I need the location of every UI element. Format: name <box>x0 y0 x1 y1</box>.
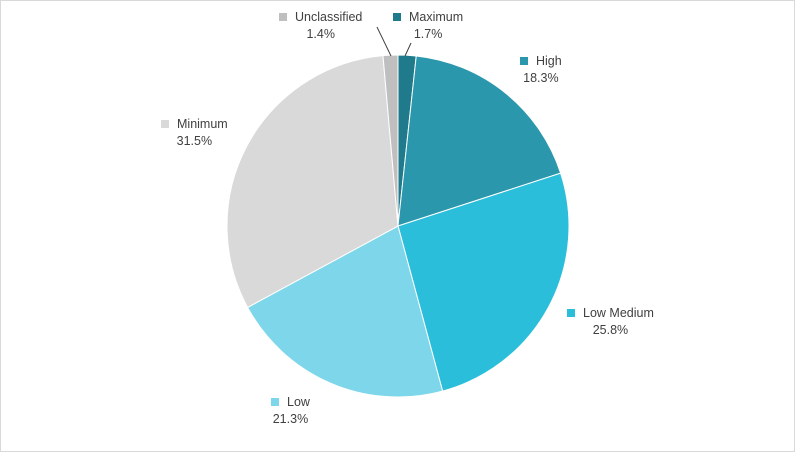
key-low <box>271 398 279 406</box>
key-minimum <box>161 120 169 128</box>
slice-low-medium <box>397 172 570 392</box>
label-maximum: Maximum 1.7% <box>393 9 463 43</box>
label-minimum: Minimum 31.5% <box>161 116 228 150</box>
leader-line-maximum <box>404 42 412 57</box>
key-unclassified <box>279 13 287 21</box>
label-low: Low 21.3% <box>271 395 310 426</box>
label-low-medium: Low Medium 25.8% <box>567 305 654 339</box>
key-low-medium <box>567 309 575 317</box>
slice-low <box>246 225 444 398</box>
label-high: High 18.3% <box>520 53 562 87</box>
key-maximum <box>393 13 401 21</box>
leader-line-unclassified <box>376 26 392 57</box>
slice-minimum <box>226 55 399 309</box>
label-unclassified: Unclassified 1.4% <box>279 9 362 43</box>
slice-high <box>397 55 562 227</box>
key-high <box>520 57 528 65</box>
